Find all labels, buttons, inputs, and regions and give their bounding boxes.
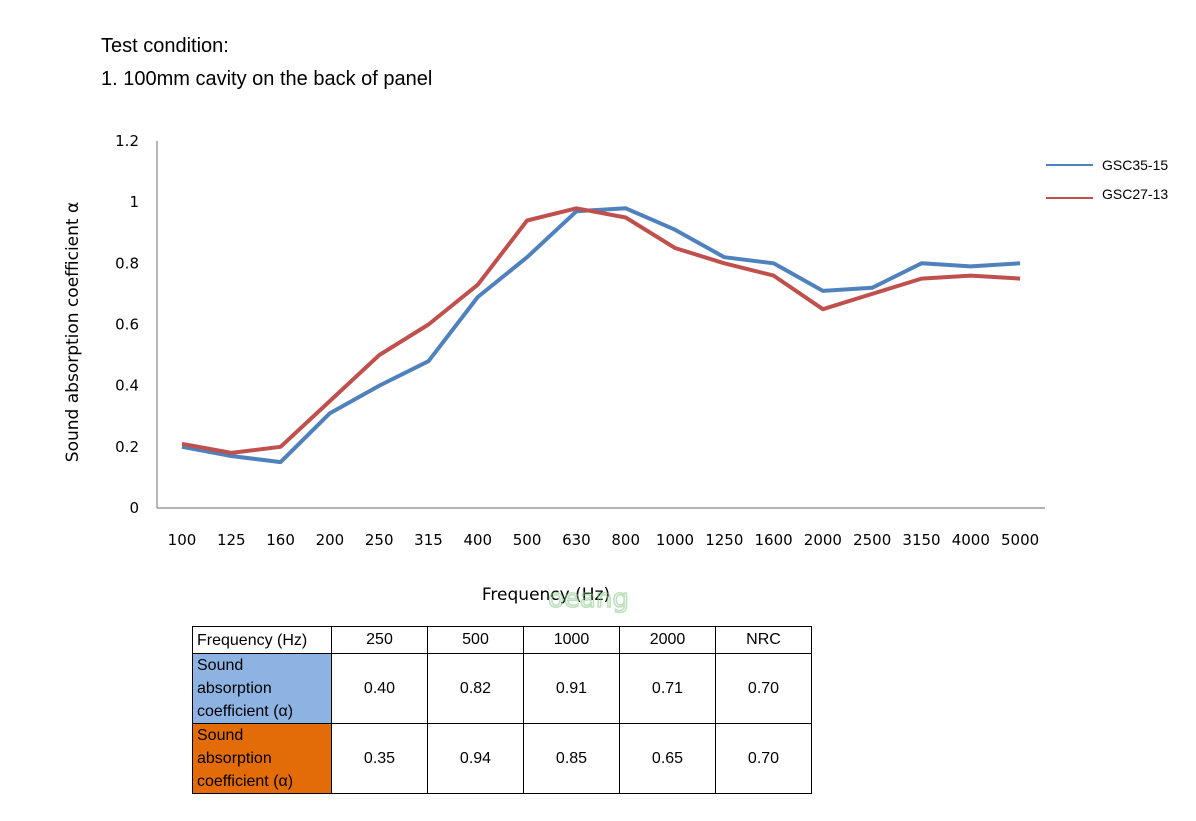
y-tick-label: 0.8	[115, 254, 139, 272]
x-tick-label: 1250	[705, 531, 743, 549]
y-tick-label: 1.2	[115, 132, 139, 150]
x-tick-label: 4000	[952, 531, 990, 549]
table-header-cell: NRC	[715, 626, 812, 654]
table-cell: 0.82	[427, 653, 524, 724]
legend-label-gsc27-13: GSC27-13	[1102, 186, 1168, 202]
x-tick-label: 3150	[902, 531, 940, 549]
row-label-line: absorption	[197, 750, 272, 767]
x-tick-label: 200	[316, 531, 345, 549]
row-label-line: Sound	[197, 657, 244, 674]
x-tick-label: 5000	[1001, 531, 1039, 549]
chart-legend: GSC35-15 GSC27-13	[1046, 157, 1168, 202]
legend-label-gsc35-15: GSC35-15	[1102, 157, 1168, 173]
test-condition-detail: 1. 100mm cavity on the back of panel	[101, 68, 433, 90]
watermark: oeang	[548, 584, 629, 614]
x-tick-label: 2000	[804, 531, 842, 549]
x-tick-labels: 100 125 160 200 250 315 400 500 630 800 1000 1250 16…	[168, 531, 1040, 549]
table-header-cell: 1000	[523, 626, 620, 654]
row-label-line: coefficient (α)	[197, 773, 294, 790]
x-tick-label: 250	[365, 531, 394, 549]
chart-axes	[156, 141, 1045, 509]
table-row-gsc27-13: Sound absorption coefficient (α) 0.35 0.…	[192, 723, 812, 794]
table-row-gsc35-15: Sound absorption coefficient (α) 0.40 0.…	[192, 653, 812, 724]
test-condition-heading: Test condition:	[101, 35, 229, 57]
table-cell: 0.94	[427, 723, 524, 794]
table-cell: 0.71	[619, 653, 716, 724]
table-header-row: Frequency (Hz) 250 500 1000 2000 NRC	[192, 626, 812, 654]
row-label-cell: Sound absorption coefficient (α)	[192, 723, 332, 794]
x-tick-label: 2500	[853, 531, 891, 549]
table-cell: 0.40	[331, 653, 428, 724]
x-tick-label: 125	[217, 531, 246, 549]
y-tick-label: 0.4	[115, 377, 139, 395]
table-cell: 0.85	[523, 723, 620, 794]
table-header-cell: Frequency (Hz)	[192, 626, 332, 654]
table-cell: 0.65	[619, 723, 716, 794]
series-line-gsc27-13	[181, 206, 1021, 455]
x-tick-label: 100	[168, 531, 197, 549]
x-tick-label: 400	[463, 531, 492, 549]
table-cell: 0.70	[715, 723, 812, 794]
absorption-summary-table: Frequency (Hz) 250 500 1000 2000 NRC Sou…	[192, 626, 812, 794]
y-tick-label: 0.6	[115, 316, 139, 334]
y-tick-label: 1	[129, 193, 139, 211]
x-tick-label: 1600	[755, 531, 793, 549]
x-tick-label: 800	[611, 531, 640, 549]
y-tick-label: 0.2	[115, 438, 139, 456]
row-label-line: coefficient (α)	[197, 703, 294, 720]
table-cell: 0.70	[715, 653, 812, 724]
x-axis-title: Frequency (Hz)	[482, 585, 610, 605]
x-tick-label: 500	[513, 531, 542, 549]
row-label-line: Sound	[197, 727, 244, 744]
x-tick-label: 630	[562, 531, 591, 549]
series-line-gsc35-15	[181, 206, 1021, 465]
y-axis-title: Sound absorption coefficient α	[63, 202, 83, 462]
table-cell: 0.91	[523, 653, 620, 724]
series-lines	[181, 206, 1021, 465]
table-cell: 0.35	[331, 723, 428, 794]
row-label-cell: Sound absorption coefficient (α)	[192, 653, 332, 724]
y-tick-label: 0	[129, 499, 139, 517]
x-tick-label: 315	[414, 531, 443, 549]
x-tick-label: 1000	[656, 531, 694, 549]
absorption-line-chart: 0 0.2 0.4 0.6 0.8 1 1.2 100 125 160 200 250 315 400 5…	[63, 132, 1168, 615]
table-header-cell: 2000	[619, 626, 716, 654]
table-header-cell: 250	[331, 626, 428, 654]
y-tick-labels: 0 0.2 0.4 0.6 0.8 1 1.2	[115, 132, 139, 517]
row-label-line: absorption	[197, 680, 272, 697]
table-header-cell: 500	[427, 626, 524, 654]
x-tick-label: 160	[266, 531, 295, 549]
